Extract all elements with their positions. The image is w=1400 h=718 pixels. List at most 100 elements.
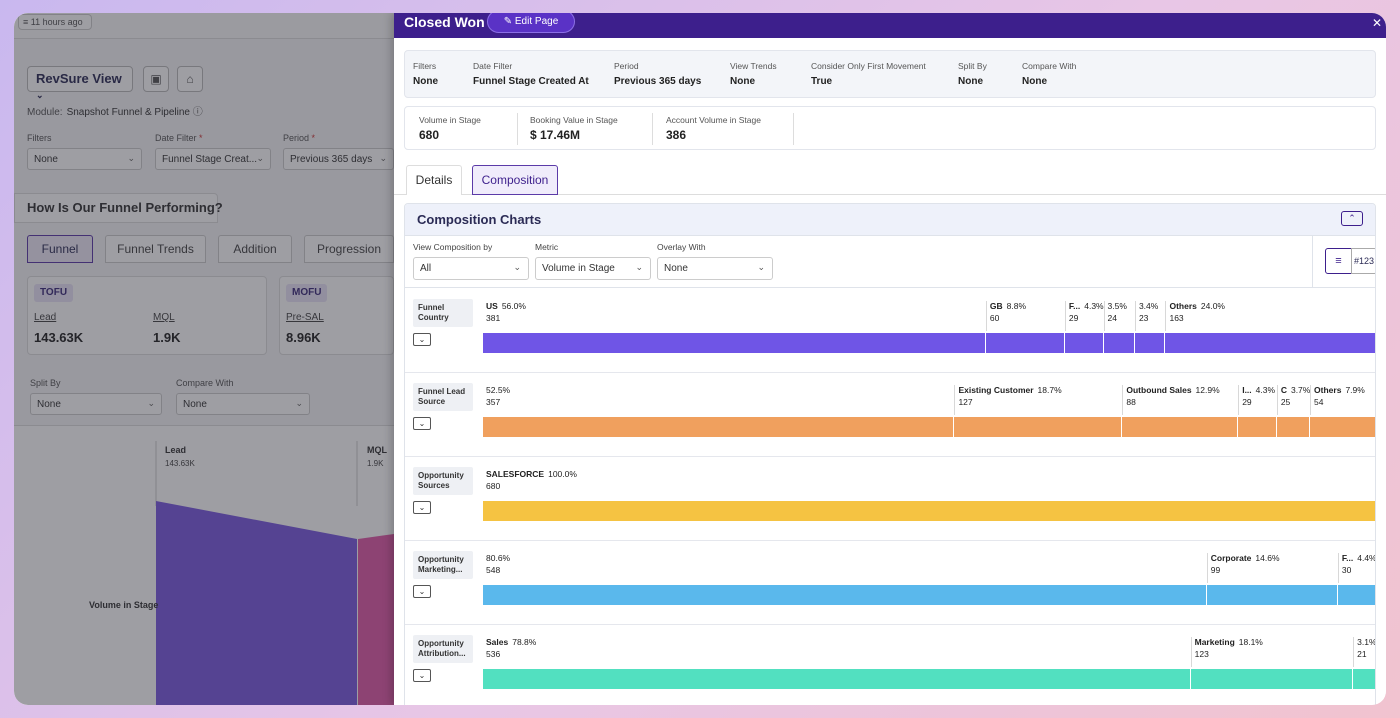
metric-select[interactable]: Volume in Stage ⌄: [535, 257, 651, 280]
kpi-lead-label[interactable]: Lead: [34, 312, 57, 323]
funnel-lead-label: Lead: [165, 445, 187, 455]
segment-labels: 52.5% 357 Existing Customer 18.7% 127 Outboun…: [483, 385, 1369, 415]
segment-count: 54: [1314, 397, 1324, 407]
bar-segment[interactable]: [1190, 669, 1354, 689]
bar-segment[interactable]: [483, 333, 986, 353]
metric-label: Metric: [535, 242, 559, 252]
bar-segment[interactable]: [1310, 417, 1375, 437]
filter-view-trends: View Trends None: [730, 61, 777, 87]
number-view-toggle[interactable]: #123: [1351, 248, 1375, 274]
bg-tab-progression[interactable]: Progression: [304, 235, 394, 263]
bar-segment[interactable]: [1337, 585, 1375, 605]
bar-segment[interactable]: [1103, 333, 1135, 353]
kpi-presal-value: 8.96K: [286, 330, 321, 345]
tab-details[interactable]: Details: [406, 165, 462, 195]
filter-filters: Filters None: [413, 61, 438, 87]
composition-charts-panel: Composition Charts ⌃ View Composition by…: [404, 203, 1376, 705]
bar-segment[interactable]: [1165, 333, 1375, 353]
overlay-value: None: [664, 263, 688, 274]
segment-name: C: [1280, 385, 1287, 395]
close-icon[interactable]: ✕: [1371, 16, 1382, 30]
funnel-shape-mql[interactable]: [358, 534, 394, 705]
kpi-presal-label[interactable]: Pre-SAL: [286, 312, 324, 323]
expand-row-icon[interactable]: ⌄: [413, 417, 431, 430]
funnel-shape-lead[interactable]: [156, 501, 357, 705]
bg-tab-funnel[interactable]: Funnel: [27, 235, 93, 263]
metric-divider: [652, 113, 653, 145]
segment-labels: Sales 78.8% 536 Marketing 18.1% 123 3.1% 21: [483, 637, 1375, 667]
bg-period-select[interactable]: Previous 365 days ⌄: [283, 148, 394, 170]
chevron-down-icon: ⌄: [127, 153, 135, 163]
segment-percent: 4.3%: [1255, 385, 1276, 395]
expand-row-icon[interactable]: ⌄: [413, 585, 431, 598]
info-icon[interactable]: ⓘ: [192, 107, 203, 118]
metric-divider: [793, 113, 794, 145]
bg-split-by-select[interactable]: None ⌄: [30, 393, 162, 415]
bookmark-icon[interactable]: ▣: [143, 66, 169, 92]
filter-first-movement: Consider Only First Movement True: [811, 61, 926, 87]
bar-segment[interactable]: [1134, 333, 1166, 353]
filter-value: None: [730, 76, 755, 87]
bg-tab-funnel-trends[interactable]: Funnel Trends: [105, 235, 206, 263]
bar-segment[interactable]: [1276, 417, 1311, 437]
bar-segment[interactable]: [985, 333, 1065, 353]
segment-name: Others: [1169, 301, 1197, 311]
last-updated-chip[interactable]: ≡ 11 hours ago: [18, 14, 92, 30]
bar-segment[interactable]: [1206, 585, 1338, 605]
bar-segment[interactable]: [483, 417, 955, 437]
segment-percent: 4.4%: [1357, 553, 1376, 563]
segment-percent: 4.3%: [1084, 301, 1104, 311]
segment-count: 21: [1357, 649, 1367, 659]
bar-segment[interactable]: [1353, 669, 1375, 689]
view-select[interactable]: RevSure View ⌄: [27, 66, 133, 100]
segment-name: SALESFORCE: [486, 469, 545, 479]
bar-segment[interactable]: [1238, 417, 1277, 437]
module-value[interactable]: Snapshot Funnel & Pipeline: [66, 107, 190, 118]
segment-percent: 3.1%: [1357, 637, 1376, 647]
chevron-up-icon[interactable]: ⌃: [1341, 211, 1363, 226]
segment-label: C 3.7% 25: [1276, 385, 1310, 415]
bg-date-filter-value: Funnel Stage Creat...: [162, 154, 258, 165]
overlay-select[interactable]: None ⌄: [657, 257, 773, 280]
expand-row-icon[interactable]: ⌄: [413, 501, 431, 514]
view-by-select[interactable]: All ⌄: [413, 257, 529, 280]
metric-divider: [517, 113, 518, 145]
segment-name: I...: [1242, 385, 1252, 395]
expand-row-icon[interactable]: ⌄: [413, 669, 431, 682]
segment-label: Corporate 14.6% 99: [1206, 553, 1338, 583]
kpi-mql-label[interactable]: MQL: [153, 312, 175, 323]
composition-row: Opportunity Sources ⌄ SALESFORCE 100.0% 680: [405, 457, 1375, 541]
segment-count: 123: [1194, 649, 1209, 659]
bar-segment[interactable]: [483, 501, 1375, 521]
expand-row-icon[interactable]: ⌄: [413, 333, 431, 346]
segment-percent: 80.6%: [486, 553, 511, 563]
kpi-lead-value: 143.63K: [34, 330, 84, 345]
bar-segment[interactable]: [954, 417, 1123, 437]
home-icon[interactable]: ⌂: [177, 66, 203, 92]
bar-segment[interactable]: [483, 585, 1207, 605]
edit-page-button[interactable]: ✎ Edit Page: [487, 13, 575, 33]
metric-key: Account Volume in Stage: [666, 115, 761, 125]
tab-composition[interactable]: Composition: [472, 165, 558, 195]
row-label: Opportunity Attribution...: [413, 635, 473, 663]
filter-split-by: Split By None: [958, 61, 987, 87]
filter-compare-with: Compare With None: [1022, 61, 1076, 87]
bar-segment[interactable]: [1064, 333, 1104, 353]
bar-view-icon[interactable]: ≡: [1325, 248, 1352, 274]
bg-compare-with-value: None: [183, 399, 207, 410]
bg-filters-select[interactable]: None ⌄: [27, 148, 142, 170]
bg-compare-with-select[interactable]: None ⌄: [176, 393, 310, 415]
bg-date-filter-select[interactable]: Funnel Stage Creat... ⌄: [155, 148, 271, 170]
segment-name: Existing Customer: [958, 385, 1034, 395]
bg-period-text: Period: [283, 133, 310, 143]
metric-key: Volume in Stage: [419, 115, 481, 125]
segment-label: US 56.0% 381: [483, 301, 986, 331]
segment-count: 99: [1210, 565, 1221, 575]
overlay-label: Overlay With: [657, 242, 706, 252]
bg-funnel-chart: [14, 425, 394, 705]
modal-overlay[interactable]: [14, 13, 394, 705]
bar-segment[interactable]: [483, 669, 1191, 689]
bar-segment[interactable]: [1122, 417, 1239, 437]
bg-tab-addition[interactable]: Addition: [218, 235, 292, 263]
segment-count: 30: [1341, 565, 1352, 575]
